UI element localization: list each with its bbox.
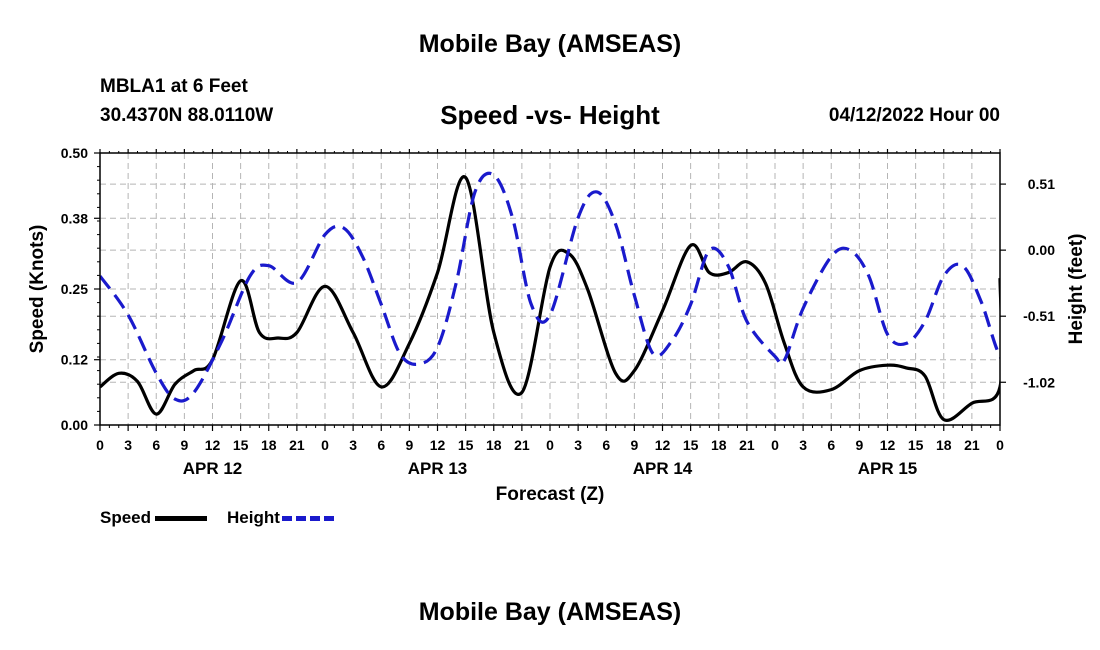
x-tick-label: 6 (827, 437, 835, 453)
x-tick-label: 12 (880, 437, 896, 453)
legend-height-swatch (281, 515, 334, 521)
grid-layer (100, 153, 1000, 425)
y-right-tick-label: 0.00 (1028, 242, 1055, 258)
forecast-datetime: 04/12/2022 Hour 00 (828, 105, 1000, 126)
x-tick-label: 15 (908, 437, 924, 453)
x-axis-label: Forecast (Z) (496, 484, 605, 505)
legend-speed-swatch (155, 515, 208, 521)
x-tick-label: 9 (180, 437, 188, 453)
x-tick-label: 15 (683, 437, 699, 453)
tick-layer: 0 3 6 9 12 15 18 21 0 3 6 9 12 15 18 21 0 3 6 9 12 15 18 21 0 3 6 9… (61, 145, 1055, 478)
x-tick-label: 21 (289, 437, 305, 453)
y-right-tick-label: -1.02 (1023, 374, 1055, 390)
x-tick-label: 9 (630, 437, 638, 453)
legend-height-label: Height (227, 508, 280, 527)
x-tick-label: 3 (574, 437, 582, 453)
day-label: APR 12 (183, 459, 243, 478)
x-tick-label: 0 (321, 437, 329, 453)
x-tick-label: 18 (486, 437, 502, 453)
day-label: APR 15 (858, 459, 918, 478)
y-axis-label-left: Speed (Knots) (27, 225, 48, 354)
x-tick-label: 0 (771, 437, 779, 453)
x-tick-label: 15 (233, 437, 249, 453)
x-tick-label: 15 (458, 437, 474, 453)
x-tick-label: 3 (124, 437, 132, 453)
x-tick-label: 3 (349, 437, 357, 453)
x-tick-label: 18 (261, 437, 277, 453)
x-tick-label: 18 (936, 437, 952, 453)
y-left-tick-label: 0.12 (61, 352, 88, 368)
x-tick-label: 0 (996, 437, 1004, 453)
x-tick-label: 6 (602, 437, 610, 453)
station-label: MBLA1 at 6 Feet (100, 76, 248, 97)
x-tick-label: 3 (799, 437, 807, 453)
x-tick-label: 6 (152, 437, 160, 453)
y-right-tick-label: -0.51 (1023, 308, 1055, 324)
day-label: APR 13 (408, 459, 468, 478)
y-axis-label-right: Height (feet) (1066, 234, 1087, 345)
x-tick-label: 12 (655, 437, 671, 453)
coordinates-label: 30.4370N 88.0110W (100, 105, 274, 126)
x-tick-label: 9 (405, 437, 413, 453)
label-layer: Speed (Knots) Height (feet) Forecast (Z) (27, 225, 1087, 505)
legend: Speed Height (100, 508, 354, 528)
legend-speed-label: Speed (100, 508, 152, 527)
x-tick-label: 21 (514, 437, 530, 453)
x-tick-label: 6 (377, 437, 385, 453)
y-left-tick-label: 0.38 (61, 210, 88, 226)
height-series-line (100, 171, 1000, 403)
page-title: Mobile Bay (AMSEAS) (418, 30, 682, 58)
day-label: APR 14 (633, 459, 693, 478)
x-tick-label: 21 (964, 437, 980, 453)
chart-title: Speed -vs- Height (440, 100, 660, 130)
x-tick-label: 12 (205, 437, 221, 453)
y-left-tick-label: 0.00 (61, 417, 88, 433)
x-tick-label: 0 (96, 437, 104, 453)
x-tick-label: 12 (430, 437, 446, 453)
y-left-tick-label: 0.50 (61, 145, 88, 161)
plot-frame (99, 152, 1001, 426)
speed-height-chart: 0 3 6 9 12 15 18 21 0 3 6 9 12 15 18 21 0 3 6 9 12 15 18 21 0 3 6 9… (27, 145, 1087, 505)
x-tick-label: 21 (739, 437, 755, 453)
x-tick-label: 9 (855, 437, 863, 453)
y-left-tick-label: 0.25 (61, 281, 88, 297)
series-layer (100, 171, 1000, 422)
speed-series-line (100, 175, 1000, 422)
y-right-tick-label: 0.51 (1028, 176, 1055, 192)
x-tick-label: 18 (711, 437, 727, 453)
x-tick-label: 0 (546, 437, 554, 453)
page-title-repeat: Mobile Bay (AMSEAS) (418, 598, 682, 626)
